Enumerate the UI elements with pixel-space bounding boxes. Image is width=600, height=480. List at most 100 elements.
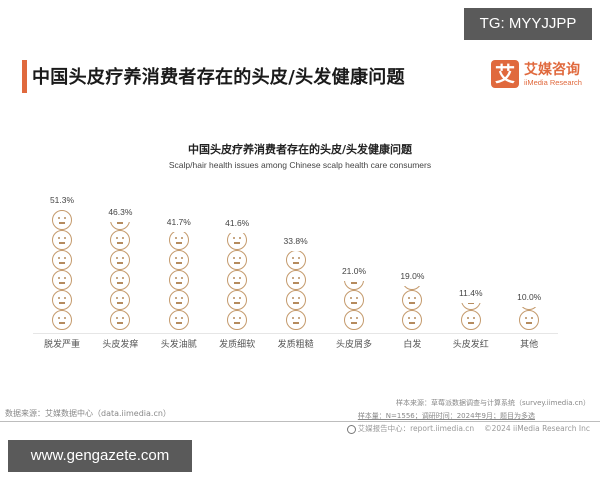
icon-stack xyxy=(519,307,540,330)
face-mouth xyxy=(234,262,241,264)
icon-stack xyxy=(168,232,189,330)
category-label: 头发油腻 xyxy=(160,340,197,350)
category-label: 白发 xyxy=(403,340,422,350)
face-icon xyxy=(110,230,131,250)
category-label: 其他 xyxy=(520,340,539,350)
partial-face-icon xyxy=(460,303,481,310)
partial-face-icon xyxy=(52,210,72,230)
globe-icon xyxy=(346,424,356,434)
face-icon xyxy=(110,250,131,270)
face-mouth xyxy=(234,322,241,324)
icon-stack xyxy=(460,303,481,330)
face-icon xyxy=(110,290,131,310)
partial-face-icon xyxy=(110,222,131,230)
data-source: 数据来源：艾媒数据中心（data.iimedia.cn） xyxy=(5,409,171,418)
face-icon xyxy=(110,270,131,290)
report-center: 艾媒报告中心：report.iimedia.cn ©2024 iiMedia R… xyxy=(346,423,590,434)
page-title: 中国头皮疗养消费者存在的头皮/头发健康问题 xyxy=(32,67,405,88)
face-mouth xyxy=(292,282,299,284)
value-label: 41.6% xyxy=(225,218,250,228)
chart-column: 19.0% 白发 xyxy=(383,0,441,360)
value-label: 10.0% xyxy=(517,292,542,302)
face-icon xyxy=(52,250,72,270)
chart-column: 21.0% 头皮屑多 xyxy=(325,0,383,360)
face-mouth xyxy=(351,302,357,304)
face-mouth xyxy=(175,322,182,324)
face-icon xyxy=(227,290,248,310)
chart-title: 中国头皮疗养消费者存在的头皮/头发健康问题 xyxy=(187,143,413,156)
face-mouth xyxy=(59,322,65,324)
site-watermark: www.gengazete.com xyxy=(8,440,192,472)
face-mouth xyxy=(117,302,124,304)
report-center-text: 艾媒报告中心：report.iimedia.cn ©2024 iiMedia R… xyxy=(357,424,590,433)
face-icon xyxy=(52,270,72,290)
face-icon xyxy=(519,310,540,330)
face-mouth xyxy=(526,322,533,324)
face-mouth xyxy=(117,242,124,244)
value-label: 33.8% xyxy=(283,236,308,246)
face-icon xyxy=(168,310,189,330)
face-icon xyxy=(168,290,189,310)
chart-column: 51.3% 脱发严重 xyxy=(33,0,91,360)
face-mouth xyxy=(175,282,182,284)
face-mouth xyxy=(234,302,241,304)
chart-column: 11.4% 头皮发红 xyxy=(442,0,500,360)
value-label: 51.3% xyxy=(49,195,75,205)
category-label: 头皮发红 xyxy=(452,340,489,350)
face-icon xyxy=(227,270,248,290)
face-icon xyxy=(227,250,248,270)
category-label: 脱发严重 xyxy=(43,340,80,350)
face-mouth xyxy=(59,302,65,304)
chart-subtitle: Scalp/hair health issues among Chinese s… xyxy=(168,160,432,170)
face-icon xyxy=(344,310,364,330)
face-icon xyxy=(110,310,131,330)
face-mouth xyxy=(59,242,65,244)
value-label: 21.0% xyxy=(341,266,367,276)
face-mouth xyxy=(467,322,474,324)
face-mouth xyxy=(117,322,124,324)
partial-face-icon xyxy=(344,281,364,290)
sample-source: 样本来源：草莓派数据调查与计算系统（survey.iimedia.cn） xyxy=(396,399,590,407)
chart-column: 41.7% 头发油腻 xyxy=(150,0,208,360)
face-icon xyxy=(402,290,423,310)
face-mouth xyxy=(117,282,124,284)
logo-en-text: iiMedia Research xyxy=(524,78,582,87)
face-mouth xyxy=(175,262,182,264)
partial-face-icon xyxy=(227,233,248,250)
face-icon xyxy=(52,290,72,310)
chart-column: 33.8% 发质粗糙 xyxy=(267,0,325,360)
chart-column: 41.6% 发质细软 xyxy=(208,0,266,360)
face-mouth xyxy=(351,322,357,324)
value-label: 19.0% xyxy=(400,271,425,281)
face-icon xyxy=(285,290,306,310)
face-mouth xyxy=(59,282,65,284)
face-mouth xyxy=(409,322,416,324)
icon-stack xyxy=(227,233,248,330)
value-label: 41.7% xyxy=(166,217,191,227)
footer-divider xyxy=(0,421,600,422)
face-icon xyxy=(402,310,423,330)
face-icon xyxy=(344,290,364,310)
chart-column: 10.0% 其他 xyxy=(500,0,558,360)
value-label: 11.4% xyxy=(459,288,483,298)
chart-baseline xyxy=(33,333,558,334)
icon-stack xyxy=(285,251,306,330)
face-icon xyxy=(52,230,72,250)
logo-cn-text: 艾媒咨询 xyxy=(524,62,580,78)
partial-face-icon xyxy=(402,286,423,290)
face-icon xyxy=(460,310,481,330)
sample-size: 样本量：N=1556；调研时间：2024年9月；题目为多选 xyxy=(357,412,535,420)
face-icon xyxy=(168,250,189,270)
icon-stack xyxy=(402,286,423,330)
face-mouth xyxy=(292,322,299,324)
face-mouth xyxy=(292,302,299,304)
chart-column: 46.3% 头皮发痒 xyxy=(91,0,149,360)
category-label: 头皮发痒 xyxy=(102,340,139,350)
icon-stack xyxy=(52,210,72,330)
face-mouth xyxy=(59,262,65,264)
icon-stack xyxy=(344,281,364,330)
partial-face-icon xyxy=(519,307,540,310)
face-icon xyxy=(52,310,72,330)
face-icon xyxy=(168,270,189,290)
